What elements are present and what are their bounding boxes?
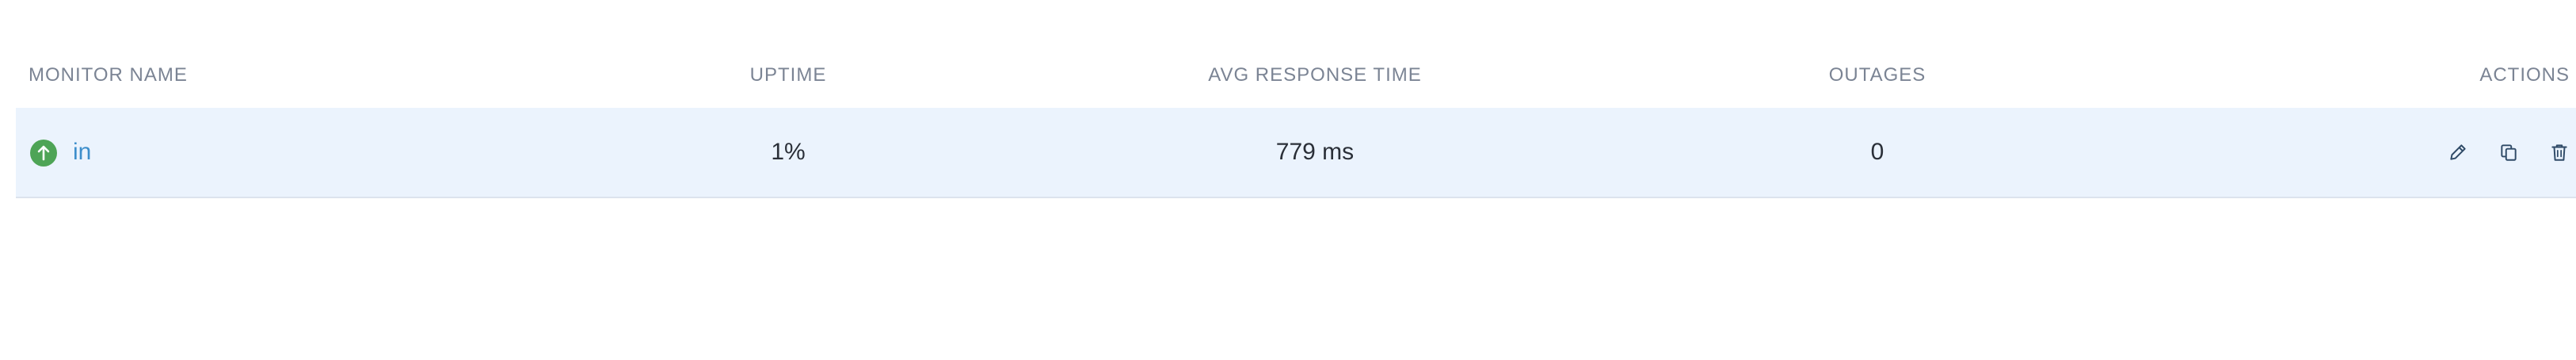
column-header-avg-response-time[interactable]: AVG RESPONSE TIME xyxy=(1208,64,1422,86)
duplicate-icon xyxy=(2501,144,2517,161)
edit-button[interactable] xyxy=(2446,140,2470,164)
row-actions xyxy=(2446,108,2571,197)
column-header-uptime[interactable]: UPTIME xyxy=(749,64,827,86)
delete-button[interactable] xyxy=(2547,140,2571,164)
arrow-up-icon xyxy=(37,145,50,161)
outages-value: 0 xyxy=(1870,139,1884,165)
column-header-outages[interactable]: OUTAGES xyxy=(1828,64,1926,86)
column-header-actions: ACTIONS xyxy=(2479,64,2570,86)
column-header-monitor-name[interactable]: MONITOR NAME xyxy=(29,64,188,86)
edit-icon xyxy=(2450,144,2466,160)
table-header: MONITOR NAME UPTIME AVG RESPONSE TIME OU… xyxy=(16,48,2576,109)
duplicate-button[interactable] xyxy=(2497,140,2521,164)
uptime-value: 1% xyxy=(771,139,806,165)
monitors-table: MONITOR NAME UPTIME AVG RESPONSE TIME OU… xyxy=(16,0,2576,360)
table-row[interactable]: in 1% 779 ms 0 xyxy=(16,108,2576,198)
status-up-icon xyxy=(30,140,57,167)
monitor-name-link[interactable]: in xyxy=(73,139,92,165)
avg-response-time-value: 779 ms xyxy=(1275,139,1355,165)
delete-icon xyxy=(2551,144,2567,161)
